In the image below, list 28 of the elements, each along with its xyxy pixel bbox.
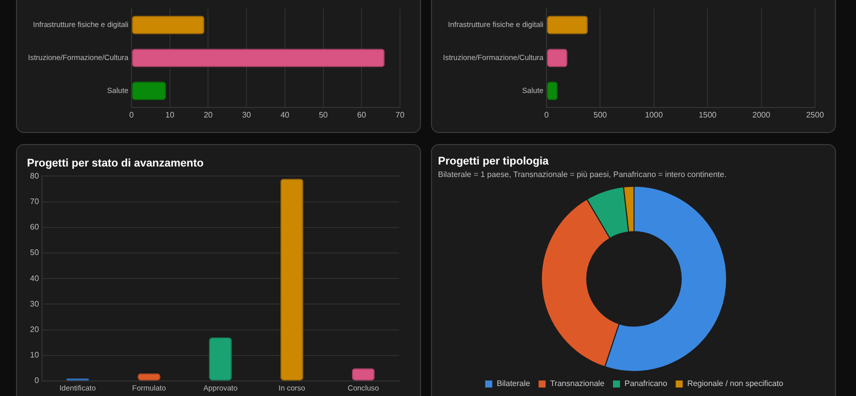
y-tick-label: 40 — [30, 274, 40, 283]
y-tick-label: 80 — [30, 171, 40, 180]
legend-label: Transnazionale — [550, 379, 606, 388]
x-tick-label: 10 — [165, 110, 175, 120]
chart-title: Progetti per stato di avanzamento — [27, 158, 204, 170]
legend-label: Regionale / non specificato — [687, 379, 784, 388]
y-tick-label: 70 — [30, 197, 40, 206]
y-tick-label: 0 — [34, 376, 40, 386]
x-tick-label: 50 — [318, 110, 328, 120]
y-tick-label: 50 — [30, 248, 40, 258]
y-tick-label: 20 — [30, 325, 40, 334]
x-tick-label: 2500 — [806, 110, 824, 120]
x-tick-label: 1000 — [644, 110, 664, 120]
x-tick-label: 40 — [280, 110, 290, 120]
y-tick-label: 60 — [30, 222, 40, 232]
chart-title: Progetti per tipologia — [438, 156, 550, 168]
chart-subtitle: Bilaterale = 1 paese, Transnazionale = più paesi, Panafricano = intero continente. — [438, 170, 726, 180]
x-tick-label: 30 — [242, 110, 252, 120]
legend-label: Bilaterale — [496, 379, 531, 388]
x-tick-label: 70 — [396, 110, 405, 120]
y-tick-label: 30 — [30, 299, 40, 308]
x-tick-label: 1500 — [698, 110, 718, 120]
legend-label: Panafricano — [624, 379, 668, 388]
x-tick-label: 20 — [204, 110, 214, 120]
y-tick-label: 10 — [30, 350, 40, 360]
x-tick-label: 60 — [357, 110, 367, 120]
x-tick-label: 2000 — [752, 110, 771, 120]
x-tick-label: 500 — [593, 110, 608, 120]
